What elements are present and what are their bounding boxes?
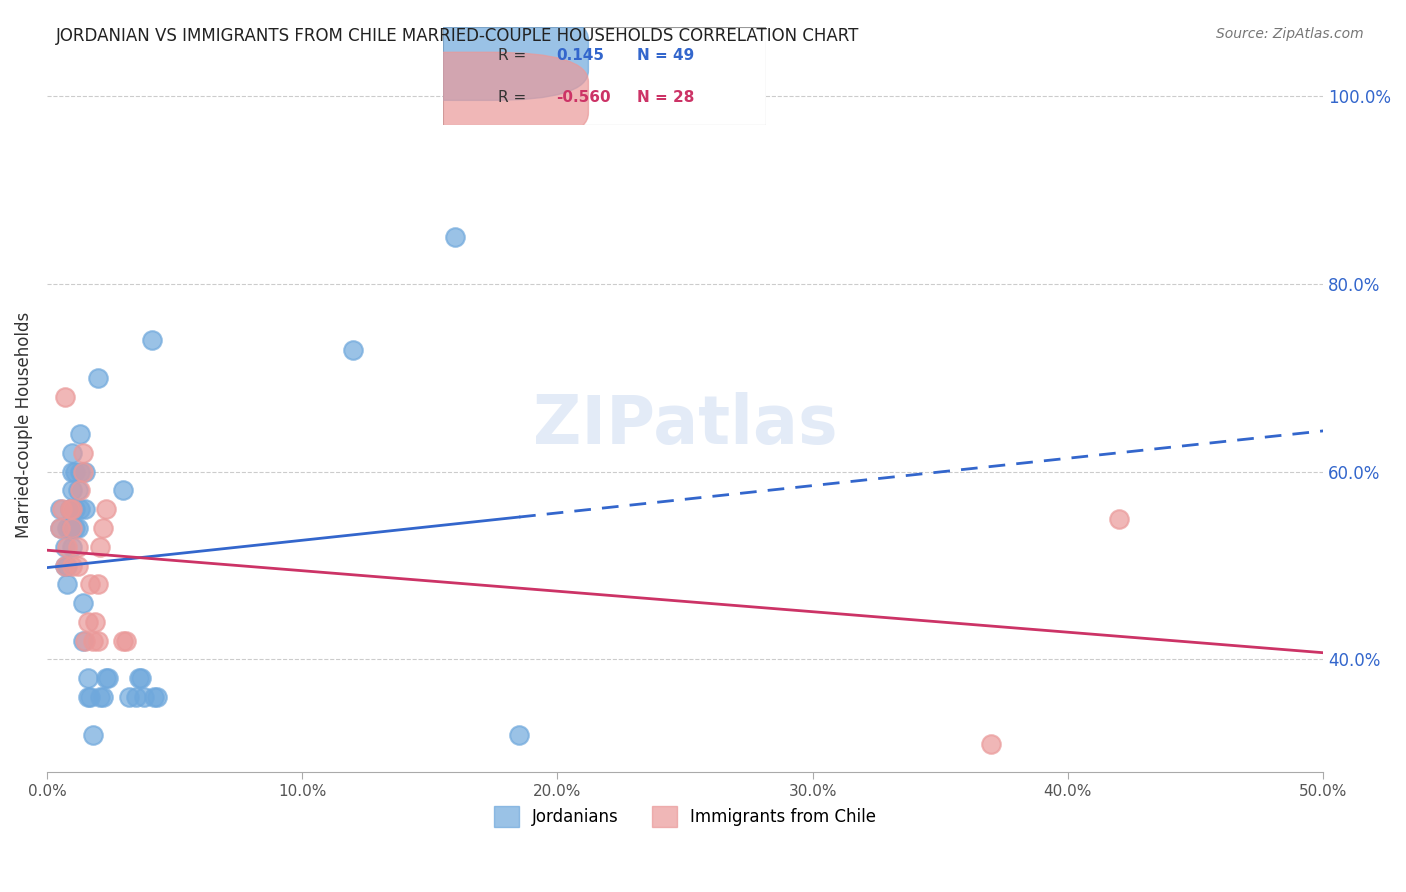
Text: ZIPatlas: ZIPatlas xyxy=(533,392,838,458)
Point xyxy=(444,230,467,244)
Point xyxy=(72,465,94,479)
Point xyxy=(980,737,1002,751)
Point xyxy=(145,690,167,704)
Point xyxy=(62,558,84,573)
Point xyxy=(97,671,120,685)
Point xyxy=(62,483,84,498)
Text: N = 28: N = 28 xyxy=(637,90,695,105)
Point xyxy=(62,446,84,460)
Point xyxy=(94,671,117,685)
Text: R =: R = xyxy=(498,90,526,105)
Point xyxy=(51,502,73,516)
Point xyxy=(112,483,135,498)
Point xyxy=(66,521,89,535)
Point xyxy=(342,343,364,357)
Point xyxy=(62,502,84,516)
Point xyxy=(59,502,82,516)
Text: Source: ZipAtlas.com: Source: ZipAtlas.com xyxy=(1216,27,1364,41)
Point xyxy=(76,615,98,629)
Point xyxy=(59,521,82,535)
Point xyxy=(89,540,111,554)
Point xyxy=(84,615,107,629)
Point xyxy=(75,502,97,516)
Text: 0.145: 0.145 xyxy=(557,47,605,62)
Point xyxy=(94,502,117,516)
Point xyxy=(59,502,82,516)
Point xyxy=(75,465,97,479)
Point xyxy=(62,502,84,516)
Point xyxy=(76,671,98,685)
FancyBboxPatch shape xyxy=(356,10,589,101)
Point xyxy=(79,690,101,704)
Text: R =: R = xyxy=(498,47,526,62)
Point xyxy=(87,371,110,385)
Point xyxy=(141,333,163,347)
Point xyxy=(115,633,138,648)
Point xyxy=(75,633,97,648)
Point xyxy=(87,633,110,648)
Point xyxy=(69,465,91,479)
Point xyxy=(508,727,530,741)
Point xyxy=(53,390,76,404)
Point xyxy=(66,540,89,554)
Point xyxy=(59,502,82,516)
Point xyxy=(66,483,89,498)
Point xyxy=(91,521,114,535)
Point xyxy=(72,446,94,460)
Point xyxy=(82,727,104,741)
Text: -0.560: -0.560 xyxy=(557,90,610,105)
Point xyxy=(48,502,70,516)
Point xyxy=(63,521,86,535)
Point xyxy=(56,540,79,554)
Point xyxy=(56,577,79,591)
Point xyxy=(62,521,84,535)
Point xyxy=(69,502,91,516)
Point xyxy=(63,502,86,516)
Point xyxy=(66,558,89,573)
Point xyxy=(125,690,148,704)
Point xyxy=(72,596,94,610)
Point xyxy=(91,690,114,704)
Point xyxy=(56,521,79,535)
Point xyxy=(53,558,76,573)
Point xyxy=(143,690,166,704)
Point xyxy=(112,633,135,648)
FancyBboxPatch shape xyxy=(443,27,766,125)
Point xyxy=(131,671,153,685)
Point xyxy=(72,633,94,648)
Text: JORDANIAN VS IMMIGRANTS FROM CHILE MARRIED-COUPLE HOUSEHOLDS CORRELATION CHART: JORDANIAN VS IMMIGRANTS FROM CHILE MARRI… xyxy=(56,27,859,45)
FancyBboxPatch shape xyxy=(356,53,589,143)
Point xyxy=(87,577,110,591)
Legend: Jordanians, Immigrants from Chile: Jordanians, Immigrants from Chile xyxy=(486,799,883,833)
Point xyxy=(48,521,70,535)
Point xyxy=(62,465,84,479)
Point xyxy=(132,690,155,704)
Point xyxy=(1108,511,1130,525)
Point xyxy=(62,540,84,554)
Point xyxy=(53,558,76,573)
Y-axis label: Married-couple Households: Married-couple Households xyxy=(15,311,32,538)
Point xyxy=(69,483,91,498)
Point xyxy=(63,465,86,479)
Point xyxy=(82,633,104,648)
Point xyxy=(53,540,76,554)
Point xyxy=(48,521,70,535)
Point xyxy=(62,521,84,535)
Point xyxy=(69,427,91,442)
Point xyxy=(56,558,79,573)
Point xyxy=(76,690,98,704)
Text: N = 49: N = 49 xyxy=(637,47,695,62)
Point xyxy=(79,577,101,591)
Point xyxy=(117,690,139,704)
Point xyxy=(128,671,150,685)
Point xyxy=(89,690,111,704)
